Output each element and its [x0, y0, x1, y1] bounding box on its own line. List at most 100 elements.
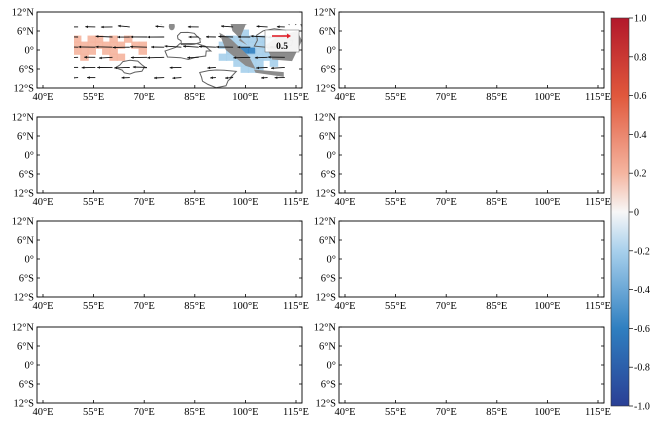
colorbar-tick-label: 1.0 [634, 14, 647, 25]
panel-g-lon-tick: 40°E [334, 301, 355, 312]
panel-a-lon-tick: 70°E [134, 92, 155, 103]
colorbar-tick-label: 0.4 [634, 130, 647, 141]
panel-h-lat-tick: 6°N [319, 342, 336, 353]
panel-f: 0.5(f)12°N6°N0°6°S12°S40°E55°E70°E85°E10… [314, 113, 611, 209]
panel-h-lon-tick: 100°E [534, 407, 560, 418]
panel-d-lat-tick: 6°S [19, 380, 34, 391]
panel-d-lon-tick: 115°E [283, 407, 309, 418]
panel-a-lon-tick: 115°E [283, 92, 309, 103]
panel-g-lon-tick: 55°E [385, 301, 406, 312]
panel-h-lat-tick: 0° [327, 361, 336, 372]
panel-f-lat-tick: 6°N [319, 132, 336, 143]
panel-g-lat-tick: 12°N [314, 217, 337, 228]
panel-b-lat-tick: 0° [25, 151, 34, 162]
panel-b-lon-tick: 100°E [232, 197, 258, 208]
panel-c-lon-tick: 85°E [184, 301, 205, 312]
panel-h-axes: 12°N 6°N 0° 6°S 12°S40°E 55°E 70°E 85°E 100°E 115… [314, 323, 611, 419]
panel-e-lon-tick: 55°E [385, 92, 406, 103]
panel-a-label: (a) [287, 15, 298, 26]
colorbar-tick-label: 0.2 [634, 169, 647, 180]
panel-b-lon-tick: 115°E [283, 197, 309, 208]
panel-c-background [37, 221, 302, 297]
panel-a-reference-vector: 0.5 [264, 29, 300, 53]
panel-c-lon-tick: 70°E [134, 301, 155, 312]
panel-f-lon-tick: 85°E [486, 197, 507, 208]
panel-d-lon-tick: 100°E [232, 407, 258, 418]
panel-h-lat-tick: 12°N [314, 323, 337, 334]
panel-g-background [339, 221, 604, 297]
panel-c-lat-tick: 12°N [12, 217, 35, 228]
panel-f-background [339, 117, 604, 193]
panel-h-lon-tick: 115°E [585, 407, 611, 418]
panel-b: 0.5(b)12°N6°N0°6°S12°S40°E55°E70°E85°E10… [12, 113, 309, 209]
panel-e-lon-tick: 115°E [585, 92, 611, 103]
panel-h-lon-tick: 85°E [486, 407, 507, 418]
panel-a-content: 0.5 (a) [74, 15, 302, 89]
colorbar-ticks: 1.0 0.8 0.6 0.4 0.2 0 -0.2 -0.4 -0.6 -0.8 -1.0 [629, 14, 650, 413]
panel-e-lon-tick: 100°E [534, 92, 560, 103]
panel-a-lat-tick: 0° [25, 46, 34, 57]
panel-f-axes: 12°N 6°N 0° 6°S 12°S40°E 55°E 70°E 85°E 100°E 115… [314, 113, 611, 209]
philippines-land [299, 24, 302, 28]
panel-f-lon-tick: 70°E [436, 197, 457, 208]
panel-e-axes: 12°N 6°N 0° 6°S 12°S40°E 55°E 70°E 85°E 100°E 115… [314, 8, 611, 104]
colorbar-tick-label: -1.0 [634, 402, 650, 413]
panel-a-lat-tick: 6°S [19, 65, 34, 76]
panel-h-lon-tick: 40°E [334, 407, 355, 418]
panel-e-background [339, 12, 604, 88]
panel-e-lat-tick: 0° [327, 46, 336, 57]
panel-e-lon-tick: 70°E [436, 92, 457, 103]
panel-b-axes: 12°N 6°N 0° 6°S 12°S40°E 55°E 70°E 85°E 100°E 115… [12, 113, 309, 209]
panel-g: 0.5(g)12°N6°N0°6°S12°S40°E55°E70°E85°E10… [314, 217, 611, 313]
panel-c: 0.5(c)12°N6°N0°6°S12°S40°E55°E70°E85°E10… [12, 217, 309, 313]
panel-f-lat-tick: 12°N [314, 113, 337, 124]
panel-c-lon-tick: 115°E [283, 301, 309, 312]
panel-d-lat-tick: 6°N [17, 342, 34, 353]
panel-a-axes: 12°N 6°N 0° 6°S 12°S40°E 55°E 70°E 85°E 100°E 115… [12, 8, 309, 104]
panel-e-lon-tick: 40°E [334, 92, 355, 103]
panel-d-lat-tick: 0° [25, 361, 34, 372]
colorbar-tick-label: -0.2 [634, 246, 650, 257]
colorbar-tick-label: 0.8 [634, 52, 647, 63]
panel-b-lat-tick: 6°N [17, 132, 34, 143]
panel-a-lon-tick: 40°E [32, 92, 53, 103]
panel-c-lon-tick: 40°E [32, 301, 53, 312]
panel-a-lon-tick: 85°E [184, 92, 205, 103]
colorbar-tick-label: 0.6 [634, 91, 647, 102]
panel-a-reference-label: 0.5 [276, 42, 288, 52]
panel-d-background [37, 327, 302, 403]
panel-h-lon-tick: 70°E [436, 407, 457, 418]
panel-g-lon-tick: 85°E [486, 301, 507, 312]
colorbar-tick-label: -0.8 [634, 363, 650, 374]
panel-e-lat-tick: 12°S [315, 84, 336, 95]
colorbar-tick-label: -0.4 [634, 285, 650, 296]
panel-a-lon-tick: 100°E [232, 92, 258, 103]
panel-h: 0.5(h)12°N6°N0°6°S12°S40°E55°E70°E85°E10… [314, 323, 611, 419]
panel-b-lat-tick: 12°N [12, 113, 35, 124]
panel-f-lon-tick: 40°E [334, 197, 355, 208]
panel-b-lon-tick: 55°E [83, 197, 104, 208]
panel-d-lat-tick: 12°N [12, 323, 35, 334]
panel-a-lon-tick: 55°E [83, 92, 104, 103]
india-land [160, 24, 162, 25]
panel-c-lat-tick: 6°S [19, 274, 34, 285]
panel-h-lat-tick: 6°S [321, 380, 336, 391]
panel-d-lon-tick: 40°E [32, 407, 53, 418]
panel-a-lat-tick: 6°N [17, 27, 34, 38]
panel-h-lon-tick: 55°E [385, 407, 406, 418]
panel-d-axes: 12°N 6°N 0° 6°S 12°S40°E 55°E 70°E 85°E 100°E 115… [12, 323, 309, 419]
panel-e: 0.5(e)12°N6°N0°6°S12°S40°E55°E70°E85°E10… [314, 8, 611, 104]
colorbar-tick-label: 0 [634, 208, 639, 219]
panel-g-lat-tick: 6°N [319, 236, 336, 247]
panel-c-lat-tick: 6°N [17, 236, 34, 247]
panel-h-lat-tick: 12°S [315, 399, 336, 410]
panel-c-lon-tick: 100°E [232, 301, 258, 312]
srilanka-land [168, 24, 175, 31]
panel-f-lat-tick: 0° [327, 151, 336, 162]
panel-h-background [339, 327, 604, 403]
panel-d-lon-tick: 70°E [134, 407, 155, 418]
panel-d: 0.5(d)12°N6°N0°6°S12°S40°E55°E70°E85°E10… [12, 323, 309, 419]
panel-e-lon-tick: 85°E [486, 92, 507, 103]
panel-a: 0.5 (a) 12°N 6°N 0° 6°S 12°S40°E 55°E 70°E 85°E 10… [12, 8, 309, 104]
